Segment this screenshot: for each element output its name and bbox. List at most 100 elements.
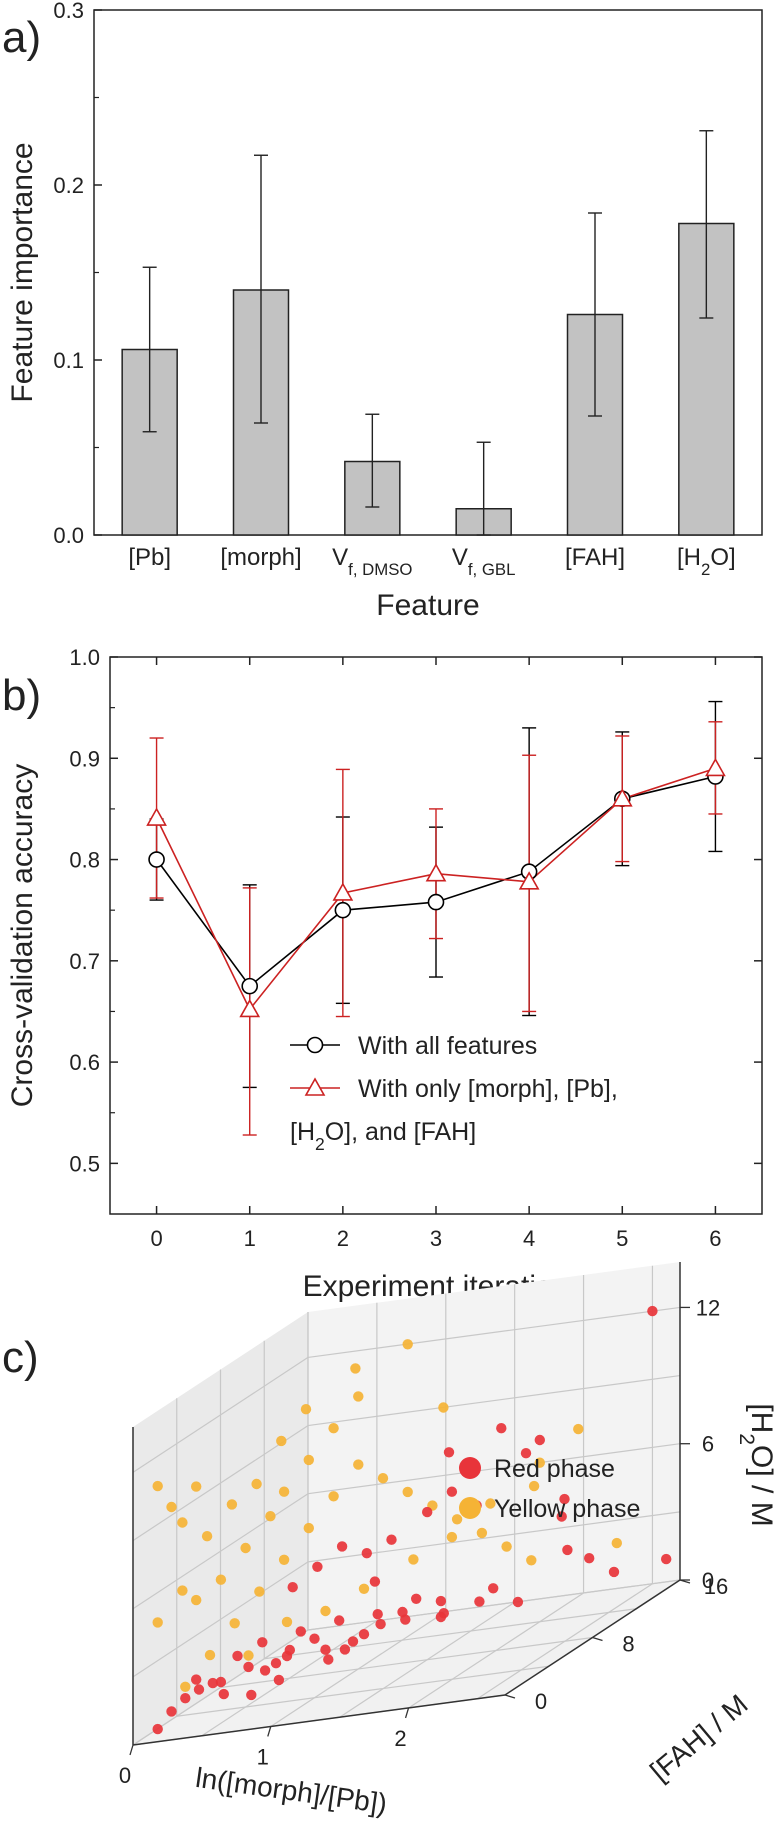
point-s0-0 [148,851,165,868]
grid-line-c [132,1493,309,1610]
point-s1-6 [705,757,726,777]
point-c-s1-35 [485,1498,496,1509]
point-c-s1-31 [320,1605,331,1617]
point-c-s0-46 [520,1448,532,1459]
point-s1-1 [239,998,261,1018]
point-c-s1-40 [191,1481,202,1492]
point-s0-1 [241,977,259,995]
point-c-s1-27 [180,1681,191,1693]
point-c-s0-10 [358,1629,370,1640]
point-c-s1-34 [446,1531,458,1543]
point-c-s0-13 [400,1614,411,1625]
point-c-s1-16 [278,1554,290,1566]
x-tick-label-c: 0 [119,1763,131,1788]
x-tick-c [404,1707,410,1719]
point-c-s0-30 [647,1305,658,1317]
y-tick-c [592,1636,603,1642]
panel-label-c: c) [2,1333,39,1382]
legend-label-c-1: Yellow phase [494,1495,640,1523]
point-c-s1-28 [204,1649,216,1661]
point-c-s1-21 [402,1486,413,1498]
point-c-s1-2 [201,1531,213,1542]
point-c-s0-22 [422,1506,433,1518]
x-axis-line-c [132,1694,506,1746]
point-c-s0-21 [386,1534,397,1545]
point-c-s1-18 [328,1491,339,1502]
point-c-s0-38 [334,1615,345,1626]
point-c-s0-0 [152,1723,163,1735]
y-tick-label-b: 0.7 [69,949,100,974]
point-c-s0-40 [372,1609,383,1620]
point-c-s1-3 [177,1585,188,1596]
back-pane [308,1262,680,1630]
bar-chart-feature-importance: 0.0 0.1 0.2 0.3 [Pb] [morph] Vf, DMSO Vf, GBL [F… [6,0,763,622]
point-c-s0-31 [661,1553,672,1565]
point-c-s1-5 [191,1594,202,1606]
y-tick-c [504,1694,516,1699]
x-tick-label-b: 6 [709,1226,721,1251]
point-c-s0-17 [287,1582,298,1593]
point-c-s0-29 [608,1566,620,1578]
x-tick-label-b: 1 [244,1226,256,1251]
x-axis-label-c: ln([morph]/[Pb]) [194,1762,389,1820]
y-axis-label-c: [FAH] / M [644,1688,753,1787]
grid-line-c [307,1443,681,1495]
y-tick-label-c: 0 [535,1689,547,1714]
point-c-s1-10 [303,1454,314,1466]
x-tick-label-b: 4 [523,1226,535,1251]
point-c-s0-32 [207,1677,218,1689]
point-c-s0-23 [446,1486,458,1497]
point-c-s1-12 [353,1391,364,1402]
z-tick-label-c: 6 [702,1432,714,1457]
point-c-s0-5 [246,1689,257,1701]
point-c-s1-0 [152,1480,163,1492]
point-c-s0-4 [243,1661,254,1673]
point-c-s1-6 [215,1574,227,1585]
x-tick-label-a: [FAH] [565,544,625,571]
point-c-s0-36 [295,1626,306,1637]
point-c-s0-11 [339,1644,351,1655]
x-tick-c [129,1744,134,1756]
y-tick-label-a: 0.1 [53,348,84,373]
point-c-s0-50 [193,1684,205,1695]
point-s1-2 [332,882,354,901]
point-c-s1-19 [353,1459,364,1470]
z-tick-label-c: 12 [696,1295,720,1320]
y-tick-label-a: 0.2 [53,173,84,198]
x-axis-label-a: Feature [376,589,479,622]
point-c-s1-14 [229,1618,240,1629]
grid-line-c [132,1629,309,1746]
grid-line-c [307,1306,681,1359]
y-axis-label-a: Feature importance [6,142,39,402]
point-c-s0-15 [438,1608,449,1619]
point-s1-3 [425,863,447,882]
point-c-s1-23 [451,1514,463,1525]
point-c-s1-4 [152,1617,163,1628]
x-tick-label-b: 2 [337,1226,349,1251]
point-c-s1-37 [573,1423,584,1435]
point-s1-0 [146,807,167,826]
x-tick-label-b: 3 [430,1226,442,1251]
y-tick-label-b: 0.5 [69,1151,100,1176]
point-c-s0-34 [257,1637,268,1648]
point-c-s0-7 [284,1644,295,1656]
point-c-s0-54 [488,1583,499,1594]
legend-label-0: With all features [358,1032,537,1060]
x-tick-label-a: Vf, GBL [452,544,516,579]
legend-label-1: With only [morph], [Pb], [358,1075,618,1103]
point-c-s0-53 [273,1674,285,1686]
panel-label-b: b) [2,671,41,720]
point-c-s1-42 [300,1404,312,1415]
point-c-s0-43 [435,1595,447,1607]
y-tick-label-a: 0.0 [53,523,84,548]
point-c-s0-28 [584,1553,595,1564]
point-c-s0-55 [512,1596,524,1608]
point-c-s0-18 [312,1561,323,1573]
point-c-s0-26 [534,1434,545,1446]
grid-line-c [132,1356,309,1473]
point-c-s0-51 [166,1706,177,1717]
z-tick-label-c: 0 [702,1568,714,1593]
x-tick-label-a: [H2O] [677,544,736,579]
point-c-s1-11 [328,1423,339,1434]
